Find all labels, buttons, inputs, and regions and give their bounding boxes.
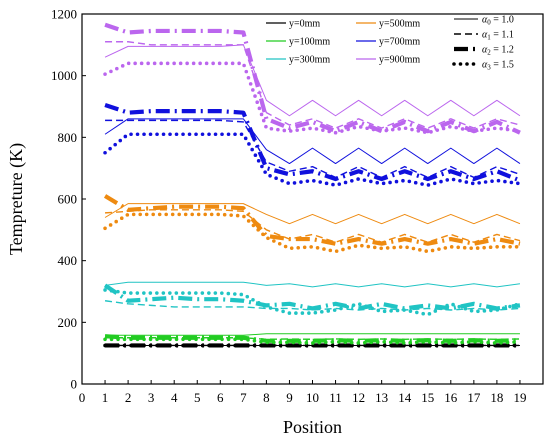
- series-line-group2-alpha1: [104, 300, 520, 311]
- legend-label: y=900mm: [379, 55, 420, 66]
- series-line-group3-alpha1: [105, 209, 521, 243]
- legend-label: y=300mm: [289, 55, 330, 66]
- y-axis-title: Tempreture (K): [6, 143, 27, 255]
- series-line-group4-alpha2: [104, 102, 521, 183]
- series-line-group5-alpha3: [103, 61, 522, 135]
- x-tick-label: 2: [125, 390, 132, 405]
- series-line-group4-alpha1: [105, 119, 521, 179]
- legend-label: y=100mm: [289, 37, 330, 48]
- x-tick-label: 14: [398, 390, 412, 405]
- series-line-group5-alpha2: [104, 22, 521, 135]
- y-tick-label: 0: [71, 377, 78, 392]
- x-tick-label: 3: [148, 390, 155, 405]
- y-tick-label: 1000: [51, 68, 77, 83]
- x-tick-label: 13: [375, 390, 388, 405]
- x-tick-label: 19: [513, 390, 526, 405]
- legend-style-label: α1 = 1.1: [482, 30, 514, 42]
- x-tick-label: 10: [306, 390, 319, 405]
- x-tick-label: 16: [444, 390, 458, 405]
- legend-label: y=0mm: [289, 19, 320, 30]
- y-tick-label: 1200: [51, 7, 77, 22]
- x-tick-label: 18: [490, 390, 503, 405]
- x-tick-label: 5: [194, 390, 201, 405]
- series-line-group3-alpha2: [103, 194, 521, 246]
- x-tick-label: 15: [421, 390, 434, 405]
- series-line-group5-alpha1: [105, 41, 521, 129]
- series-line-group4-alpha0: [104, 118, 521, 165]
- legend-style-label: α3 = 1.5: [482, 60, 514, 72]
- x-tick-label: 6: [217, 390, 224, 405]
- series-line-group5-alpha0: [104, 44, 521, 117]
- x-tick-label: 4: [171, 390, 178, 405]
- y-tick-label: 400: [58, 253, 78, 268]
- x-tick-label: 8: [263, 390, 270, 405]
- x-tick-label: 12: [352, 390, 365, 405]
- series-line-group1-alpha2: [104, 334, 521, 343]
- x-tick-label: 0: [79, 390, 86, 405]
- x-tick-label: 11: [329, 390, 342, 405]
- series-line-group1-alpha3: [103, 337, 522, 345]
- x-tick-label: 17: [467, 390, 481, 405]
- legend-label: y=700mm: [379, 37, 420, 48]
- legend-style-label: α2 = 1.2: [482, 45, 514, 57]
- series-layer: [103, 22, 522, 348]
- series-line-group3-alpha3: [103, 212, 522, 254]
- x-tick-label: 9: [286, 390, 293, 405]
- legend: y=0mm y=100mm y=300mm y=500mm y=700mm y=900mm…: [266, 15, 514, 72]
- y-tick-label: 600: [58, 192, 78, 207]
- x-axis-title: Position: [283, 417, 342, 437]
- legend-style-label: α0 = 1.0: [482, 15, 514, 27]
- y-tick-label: 800: [58, 130, 78, 145]
- series-line-group2-alpha0: [104, 281, 521, 288]
- x-tick-label: 7: [240, 390, 247, 405]
- series-line-group4-alpha3: [103, 132, 522, 187]
- series-line-group1-alpha0: [105, 333, 520, 336]
- x-tick-label: 1: [102, 390, 109, 405]
- series-line-group3-alpha0: [104, 203, 521, 225]
- series-line-group2-alpha2: [103, 283, 521, 311]
- legend-label: y=500mm: [379, 19, 420, 30]
- ticks-layer: 0 1 2 3 4 5 6 7 8 9 10 11 12 13 14 15 16 17 18 190200400600…: [51, 7, 526, 406]
- y-tick-label: 200: [58, 315, 78, 330]
